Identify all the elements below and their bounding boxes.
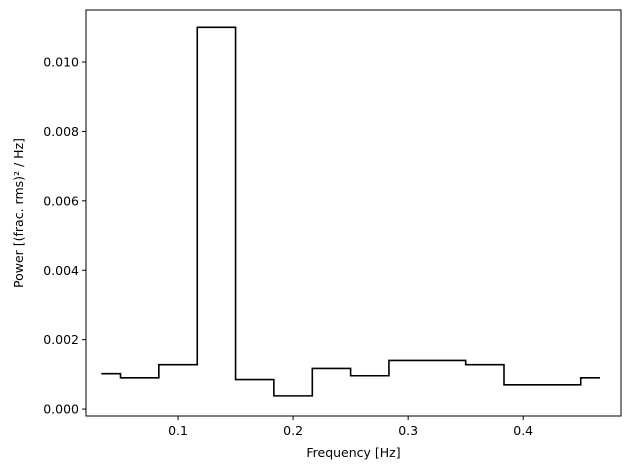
- plot-area: [85, 9, 622, 417]
- y-tick-label: 0.002: [43, 332, 79, 347]
- y-tick-label: 0.010: [43, 55, 79, 70]
- y-tick-label: 0.006: [43, 193, 79, 208]
- power-spectrum-step-line: [101, 26, 600, 397]
- x-tick-label: 0.1: [168, 423, 188, 438]
- x-axis-label: Frequency [Hz]: [306, 445, 400, 460]
- y-tick-label: 0.000: [43, 402, 79, 417]
- y-axis-label: Power [(frac. rms)² / Hz]: [11, 138, 26, 288]
- y-tick-label: 0.004: [43, 263, 79, 278]
- y-tick-label: 0.008: [43, 124, 79, 139]
- x-tick-label: 0.3: [398, 423, 418, 438]
- x-axis-ticks: 0.1 0.2 0.3 0.4: [168, 416, 533, 438]
- y-axis-ticks: 0.000 0.002 0.004 0.006 0.008 0.010: [43, 55, 86, 417]
- x-tick-label: 0.4: [513, 423, 533, 438]
- x-tick-label: 0.2: [283, 423, 303, 438]
